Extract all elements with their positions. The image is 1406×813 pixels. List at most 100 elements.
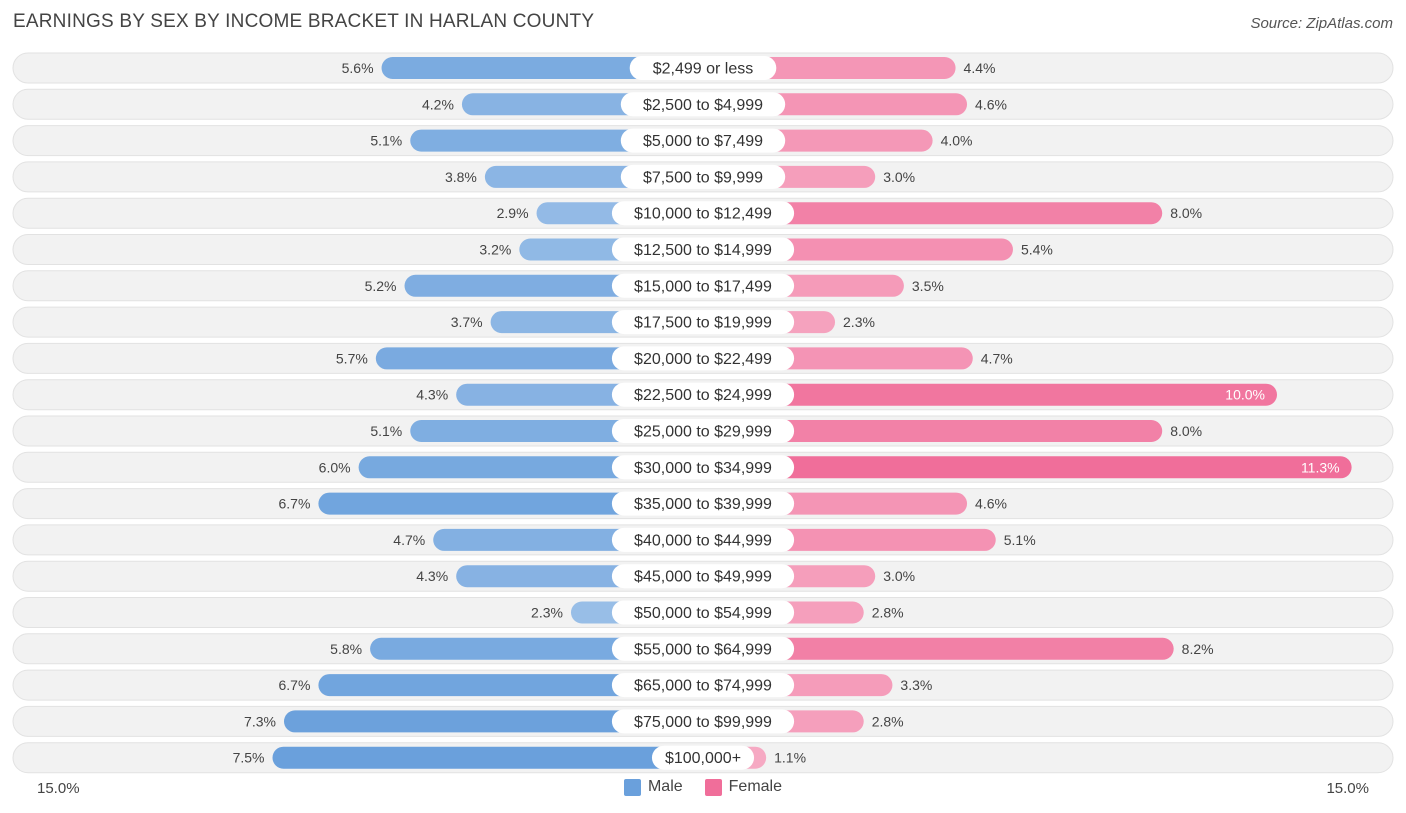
data-label-female: 5.1% [1004, 532, 1036, 548]
category-label-bg [611, 455, 795, 480]
category-label: $7,500 to $9,999 [643, 169, 763, 186]
category-label-bg [611, 527, 795, 552]
legend-label-female: Female [728, 778, 783, 795]
data-label-female: 8.2% [1182, 641, 1214, 657]
data-label-female: 3.0% [883, 568, 915, 584]
data-label-male: 7.5% [233, 750, 265, 766]
chart-row: 4.3% 3.0% $45,000 to $49,999 [12, 560, 1394, 592]
data-label-female: 4.6% [975, 496, 1007, 512]
data-label-male: 4.7% [393, 532, 425, 548]
data-label-female: 8.0% [1170, 205, 1202, 221]
category-label-bg [611, 201, 795, 226]
data-label-male: 5.1% [370, 423, 402, 439]
chart-row: 3.8% 3.0% $7,500 to $9,999 [12, 161, 1394, 193]
data-label-female: 11.3% [1301, 459, 1340, 475]
legend-item-male[interactable]: Male [623, 778, 683, 796]
data-label-male: 3.2% [479, 242, 511, 258]
category-label: $75,000 to $99,999 [634, 714, 772, 731]
chart-source: Source: ZipAtlas.com [1250, 15, 1393, 32]
chart-row: 4.7% 5.1% $40,000 to $44,999 [12, 524, 1394, 556]
data-label-male: 6.7% [278, 496, 310, 512]
chart-row: 4.3% 10.0% $22,500 to $24,999 [12, 379, 1394, 411]
chart-row: 7.3% 2.8% $75,000 to $99,999 [12, 705, 1394, 737]
category-label-bg [611, 491, 795, 516]
data-label-female: 3.3% [900, 677, 932, 693]
chart-row: 6.0% 11.3% $30,000 to $34,999 [12, 451, 1394, 483]
data-label-female: 10.0% [1225, 387, 1265, 403]
data-label-female: 4.4% [964, 60, 996, 76]
category-label-bg [611, 673, 795, 698]
category-label: $15,000 to $17,499 [634, 278, 772, 295]
category-label-bg [611, 273, 795, 298]
category-label-bg [611, 600, 795, 625]
bar-female [703, 383, 1277, 406]
data-label-male: 5.1% [370, 133, 402, 149]
data-label-female: 2.8% [872, 605, 904, 621]
bar-male [283, 710, 703, 733]
bar-female [703, 420, 1163, 442]
chart-title: EARNINGS BY SEX BY INCOME BRACKET IN HAR… [13, 11, 595, 32]
category-label: $35,000 to $39,999 [634, 496, 772, 513]
category-label: $50,000 to $54,999 [634, 605, 772, 622]
data-label-female: 4.7% [981, 350, 1013, 366]
chart-row: 5.8% 8.2% $55,000 to $64,999 [12, 633, 1394, 665]
category-label-bg [629, 56, 777, 80]
data-label-male: 3.8% [445, 169, 477, 185]
legend-label-male: Male [647, 778, 683, 795]
data-label-male: 4.3% [416, 568, 448, 584]
chart-row: 6.7% 4.6% $35,000 to $39,999 [12, 488, 1394, 520]
data-label-female: 3.0% [883, 169, 915, 185]
category-label-bg [611, 382, 795, 407]
data-label-female: 5.4% [1021, 242, 1053, 258]
category-label: $2,500 to $4,999 [643, 97, 763, 114]
category-label: $65,000 to $74,999 [634, 678, 772, 695]
data-label-female: 4.6% [975, 96, 1007, 112]
data-label-male: 5.7% [336, 350, 368, 366]
category-label: $20,000 to $22,499 [634, 351, 772, 368]
chart-row: 7.5% 1.1% $100,000+ [12, 742, 1394, 774]
category-label-bg [620, 164, 786, 189]
data-label-female: 2.3% [843, 314, 875, 330]
category-label: $12,500 to $14,999 [634, 242, 772, 259]
chart-row: 2.9% 8.0% $10,000 to $12,499 [12, 197, 1394, 229]
chart-row: 5.7% 4.7% $20,000 to $22,499 [12, 342, 1394, 374]
category-label: $40,000 to $44,999 [634, 532, 772, 549]
data-label-male: 2.9% [497, 205, 529, 221]
category-label: $10,000 to $12,499 [634, 206, 772, 223]
bar-male [381, 57, 703, 79]
bar-female [703, 202, 1163, 225]
axis-label-left: 15.0% [37, 780, 80, 797]
chart-row: 5.2% 3.5% $15,000 to $17,499 [12, 270, 1394, 302]
data-label-female: 1.1% [774, 750, 806, 766]
category-label-bg [620, 128, 786, 153]
data-label-male: 2.3% [531, 605, 563, 621]
chart-row: 3.2% 5.4% $12,500 to $14,999 [12, 234, 1394, 265]
category-label-bg [611, 310, 795, 335]
category-label: $22,500 to $24,999 [634, 387, 772, 404]
legend-item-female[interactable]: Female [704, 778, 783, 796]
category-label: $55,000 to $64,999 [634, 641, 772, 658]
chart-legend: Male Female [0, 778, 1406, 796]
axis-label-right: 15.0% [1326, 780, 1369, 797]
data-label-male: 5.8% [330, 641, 362, 657]
legend-swatch-male [623, 778, 641, 796]
category-label-bg [611, 419, 795, 443]
data-label-female: 2.8% [872, 713, 904, 729]
data-label-female: 4.0% [941, 133, 973, 149]
chart-row: 6.7% 3.3% $65,000 to $74,999 [12, 669, 1394, 701]
bar-male [272, 746, 703, 769]
chart-row: 2.3% 2.8% $50,000 to $54,999 [12, 597, 1394, 628]
data-label-female: 8.0% [1170, 423, 1202, 439]
chart-row: 5.1% 8.0% $25,000 to $29,999 [12, 415, 1394, 447]
category-label-bg [620, 92, 786, 117]
category-label: $5,000 to $7,499 [643, 133, 763, 150]
category-label-bg [611, 564, 795, 589]
category-label: $2,499 or less [653, 61, 754, 78]
data-label-female: 3.5% [912, 278, 944, 294]
category-label: $25,000 to $29,999 [634, 424, 772, 441]
category-label-bg [651, 745, 755, 770]
data-label-male: 3.7% [451, 314, 483, 330]
category-label-bg [611, 346, 795, 371]
legend-swatch-female [704, 778, 722, 796]
